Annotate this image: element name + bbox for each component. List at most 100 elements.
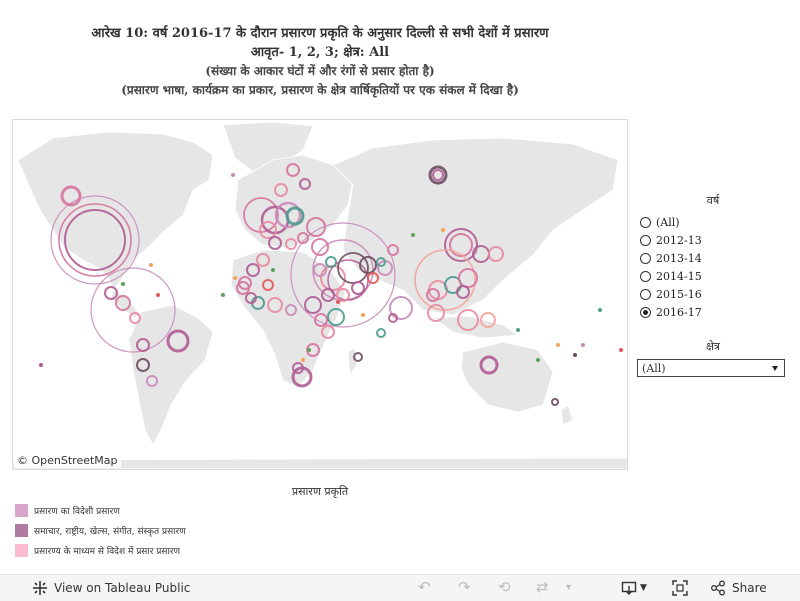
map-marker[interactable] [136,338,150,352]
map-marker[interactable] [441,228,445,232]
map-marker[interactable] [104,286,118,300]
legend-item[interactable]: समाचार, राष्ट्रीय, खेल्स, संगीत, संस्कृत… [15,524,186,537]
map-marker[interactable] [488,246,504,262]
radio-icon[interactable] [640,270,651,282]
map-marker[interactable] [271,268,275,272]
year-filter[interactable]: (All) 2012-13 2013-14 2014-15 2015-16 2016-17 [640,213,702,321]
map-marker[interactable] [458,268,478,288]
map-marker[interactable] [327,308,345,326]
map-marker[interactable] [301,358,305,362]
map-marker[interactable] [221,293,225,297]
map-marker[interactable] [233,276,237,280]
radio-icon[interactable] [640,234,651,246]
map-marker[interactable] [90,267,176,353]
radio-icon[interactable] [640,306,651,318]
map-marker[interactable] [314,313,328,327]
map-marker[interactable] [307,348,311,352]
map-marker[interactable] [297,232,309,244]
map-marker[interactable] [299,178,311,190]
map-marker[interactable] [457,309,479,331]
map-marker[interactable] [286,163,300,177]
map-marker[interactable] [325,256,337,268]
map-marker[interactable] [156,293,160,297]
legend-item[interactable]: प्रसारण्य के माध्यम से विदेश में प्रसार … [15,544,180,557]
map-marker[interactable] [274,201,302,229]
map-marker[interactable] [336,300,340,304]
map-marker[interactable] [291,366,313,388]
map-marker[interactable] [321,325,335,339]
map-marker[interactable] [285,304,297,316]
map-marker[interactable] [64,209,126,271]
map-marker[interactable] [536,358,540,362]
map-marker[interactable] [619,348,623,352]
map-marker[interactable] [516,328,520,332]
marker-layer[interactable] [39,163,623,406]
map-marker[interactable] [428,165,448,185]
map-marker[interactable] [449,233,473,257]
radio-icon[interactable] [640,252,651,264]
map-marker[interactable] [259,221,277,239]
map-marker[interactable] [427,304,445,322]
year-option[interactable]: 2014-15 [640,267,702,285]
map-marker[interactable] [411,233,415,237]
map-marker[interactable] [129,312,141,324]
map-marker[interactable] [136,358,150,372]
undo-icon[interactable]: ↶ [418,578,431,596]
map-marker[interactable] [311,238,329,256]
map-marker[interactable] [39,363,43,367]
map-marker[interactable] [387,244,399,256]
map-marker[interactable] [480,312,496,328]
map-marker[interactable] [146,375,158,387]
year-option[interactable]: 2013-14 [640,249,702,267]
map-marker[interactable] [231,173,235,177]
map-marker[interactable] [551,398,559,406]
map-marker[interactable] [115,295,131,311]
map-marker[interactable] [359,256,377,274]
map-marker[interactable] [290,222,396,328]
map-marker[interactable] [268,236,282,250]
map-marker[interactable] [376,257,386,267]
map-marker[interactable] [121,282,125,286]
map-marker[interactable] [444,228,478,262]
map-canvas[interactable] [13,120,627,469]
region-dropdown[interactable]: (All) [637,359,785,377]
map-marker[interactable] [245,292,257,304]
year-option[interactable]: 2015-16 [640,285,702,303]
map-marker[interactable] [58,203,132,277]
pause-dropdown-icon[interactable]: ▾ [566,582,572,593]
map-marker[interactable] [556,343,560,347]
map-marker[interactable] [256,253,270,267]
map-marker[interactable] [246,263,260,277]
map-marker[interactable] [336,288,350,302]
map-marker[interactable] [313,263,327,277]
map-marker[interactable] [376,328,386,338]
map-marker[interactable] [50,195,140,285]
map-marker[interactable] [274,183,288,197]
map-marker[interactable] [149,263,153,267]
map-marker[interactable] [598,308,602,312]
year-option[interactable]: (All) [640,213,702,231]
map-marker[interactable] [479,355,499,375]
map-marker[interactable] [361,313,365,317]
year-option[interactable]: 2016-17 [640,303,702,321]
year-option[interactable]: 2012-13 [640,231,702,249]
share-button[interactable]: Share [710,580,767,596]
map-marker[interactable] [238,276,252,290]
legend-item[interactable]: प्रसारण का विदेशी प्रसारण [15,504,120,517]
map-marker[interactable] [285,206,305,226]
revert-icon[interactable]: ⟲ [498,578,511,596]
world-map[interactable]: © OpenStreetMap [12,119,628,470]
map-marker[interactable] [388,313,398,323]
map-marker[interactable] [166,329,190,353]
map-marker[interactable] [426,288,440,302]
fullscreen-button[interactable] [672,580,688,596]
map-marker[interactable] [60,185,82,207]
radio-icon[interactable] [640,216,651,228]
map-marker[interactable] [337,252,369,284]
view-on-tableau-button[interactable]: View on Tableau Public [32,580,190,596]
map-marker[interactable] [456,285,470,299]
map-marker[interactable] [353,352,363,362]
map-marker[interactable] [304,296,322,314]
map-marker[interactable] [267,297,283,313]
map-attribution[interactable]: © OpenStreetMap [14,453,121,468]
